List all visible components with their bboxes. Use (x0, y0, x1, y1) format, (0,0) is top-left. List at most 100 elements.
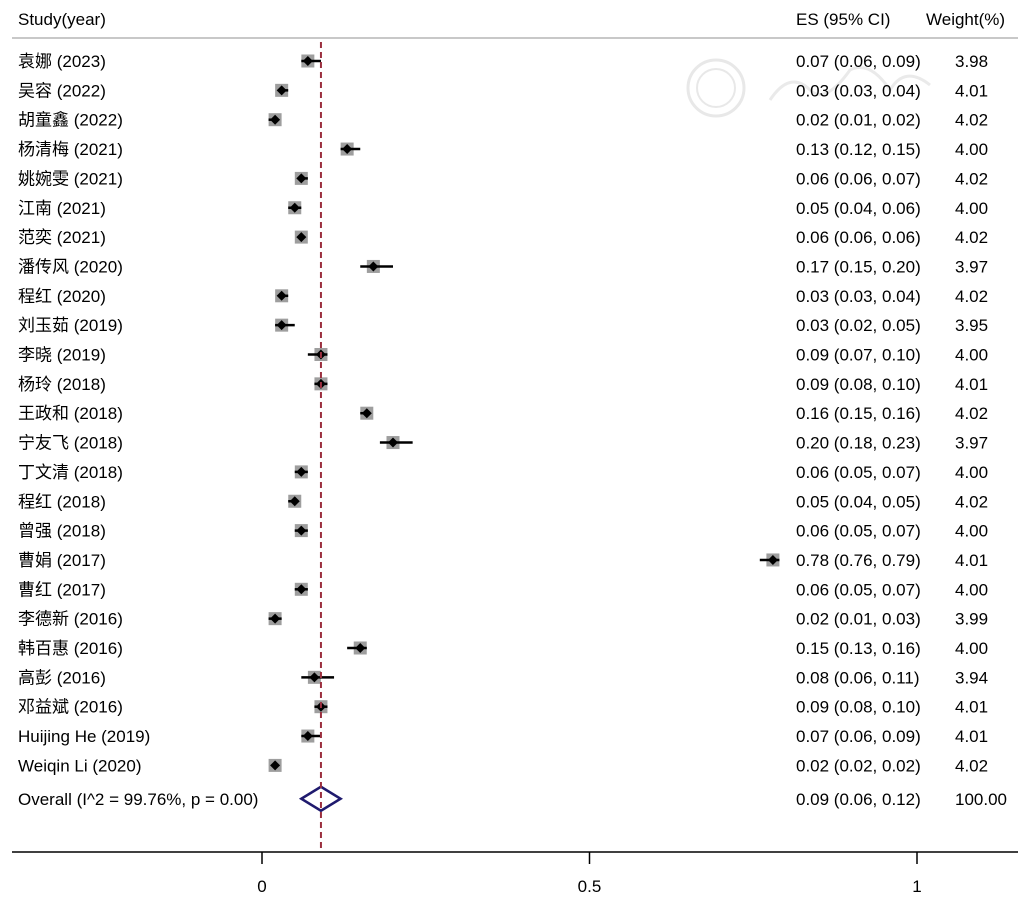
weight-value: 4.00 (955, 639, 988, 658)
study-row: Huijing He (2019) 0.07 (0.06, 0.09) 4.01 (18, 727, 988, 746)
weight-value: 4.01 (955, 81, 988, 100)
es-ci-value: 0.06 (0.05, 0.07) (796, 522, 921, 541)
es-ci-value: 0.06 (0.05, 0.07) (796, 463, 921, 482)
study-label: 李晓 (2019) (18, 346, 106, 365)
point-estimate-marker (296, 525, 307, 536)
point-estimate-marker (302, 56, 313, 66)
header-weight: Weight(%) (926, 10, 1005, 29)
overall-label: Overall (I^2 = 99.76%, p = 0.00) (18, 790, 258, 809)
study-label: 高彭 (2016) (18, 668, 106, 687)
study-label: 曹娟 (2017) (18, 551, 106, 570)
point-estimate-marker (276, 320, 287, 331)
es-ci-value: 0.78 (0.76, 0.79) (796, 551, 921, 570)
weight-value: 4.02 (955, 228, 988, 247)
study-row: 吴容 (2022) 0.03 (0.03, 0.04) 4.01 (18, 81, 988, 100)
study-row: 李晓 (2019) 0.09 (0.07, 0.10) 4.00 (18, 346, 988, 365)
study-row: 曹红 (2017) 0.06 (0.05, 0.07) 4.00 (18, 580, 988, 599)
study-label: 杨清梅 (2021) (18, 140, 123, 159)
study-label: 姚婉雯 (2021) (18, 169, 123, 188)
es-ci-value: 0.20 (0.18, 0.23) (796, 434, 921, 453)
es-ci-value: 0.02 (0.01, 0.02) (796, 111, 921, 130)
header-es: ES (95% CI) (796, 10, 890, 29)
study-label: 王政和 (2018) (18, 404, 123, 423)
point-estimate-marker (388, 437, 398, 448)
point-estimate-marker (270, 760, 281, 771)
overall-weight-value: 100.00 (955, 790, 1007, 809)
study-label: 胡童鑫 (2022) (18, 111, 123, 130)
study-label: 吴容 (2022) (18, 81, 106, 100)
weight-value: 3.99 (955, 610, 988, 629)
study-row: 曾强 (2018) 0.06 (0.05, 0.07) 4.00 (18, 522, 988, 541)
study-row: 曹娟 (2017) 0.78 (0.76, 0.79) 4.01 (18, 551, 988, 570)
study-row: 程红 (2020) 0.03 (0.03, 0.04) 4.02 (18, 287, 988, 306)
study-label: 江南 (2021) (18, 199, 106, 218)
weight-value: 4.01 (955, 551, 988, 570)
es-ci-value: 0.03 (0.03, 0.04) (796, 81, 921, 100)
es-ci-value: 0.15 (0.13, 0.16) (796, 639, 921, 658)
study-row: 杨清梅 (2021) 0.13 (0.12, 0.15) 4.00 (18, 140, 988, 159)
study-label: 范奕 (2021) (18, 228, 106, 247)
es-ci-value: 0.13 (0.12, 0.15) (796, 140, 921, 159)
study-label: 李德新 (2016) (18, 610, 123, 629)
study-label: 曹红 (2017) (18, 580, 106, 599)
study-row: 胡童鑫 (2022) 0.02 (0.01, 0.02) 4.02 (18, 111, 988, 130)
es-ci-value: 0.07 (0.06, 0.09) (796, 727, 921, 746)
study-label: 袁娜 (2023) (18, 52, 106, 71)
x-tick-label: 0.5 (578, 877, 602, 896)
study-label: 程红 (2020) (18, 287, 106, 306)
study-row: 刘玉茹 (2019) 0.03 (0.02, 0.05) 3.95 (18, 316, 988, 335)
study-row: 韩百惠 (2016) 0.15 (0.13, 0.16) 4.00 (18, 639, 988, 658)
point-estimate-marker (296, 173, 307, 184)
weight-value: 4.01 (955, 727, 988, 746)
es-ci-value: 0.09 (0.07, 0.10) (796, 346, 921, 365)
study-label: Huijing He (2019) (18, 727, 150, 746)
study-row: 杨玲 (2018) 0.09 (0.08, 0.10) 4.01 (18, 375, 988, 394)
study-label: 刘玉茹 (2019) (18, 316, 123, 335)
es-ci-value: 0.09 (0.08, 0.10) (796, 375, 921, 394)
header-study: Study(year) (18, 10, 106, 29)
es-ci-value: 0.02 (0.01, 0.03) (796, 610, 921, 629)
study-label: 潘传风 (2020) (18, 257, 123, 276)
weight-value: 3.94 (955, 668, 988, 687)
study-row: 王政和 (2018) 0.16 (0.15, 0.16) 4.02 (18, 404, 988, 423)
es-ci-value: 0.02 (0.02, 0.02) (796, 756, 921, 775)
weight-value: 4.02 (955, 756, 988, 775)
weight-value: 4.02 (955, 287, 988, 306)
point-estimate-marker (276, 85, 287, 96)
point-estimate-marker (296, 232, 307, 243)
weight-value: 4.00 (955, 199, 988, 218)
study-row: 范奕 (2021) 0.06 (0.06, 0.06) 4.02 (18, 228, 988, 247)
weight-value: 4.00 (955, 463, 988, 482)
study-row: 邓益斌 (2016) 0.09 (0.08, 0.10) 4.01 (18, 698, 988, 717)
weight-value: 3.95 (955, 316, 988, 335)
point-estimate-marker (368, 261, 379, 272)
weight-value: 4.01 (955, 698, 988, 717)
weight-value: 4.01 (955, 375, 988, 394)
point-estimate-marker (289, 202, 300, 213)
es-ci-value: 0.09 (0.08, 0.10) (796, 698, 921, 717)
es-ci-value: 0.05 (0.04, 0.05) (796, 492, 921, 511)
weight-value: 3.98 (955, 52, 988, 71)
study-row: Weiqin Li (2020) 0.02 (0.02, 0.02) 4.02 (18, 756, 988, 775)
study-row: 李德新 (2016) 0.02 (0.01, 0.03) 3.99 (18, 610, 988, 629)
x-ticks: 0 0.5 1 (257, 852, 922, 896)
study-label: 杨玲 (2018) (18, 375, 106, 394)
point-estimate-marker (296, 584, 307, 595)
point-estimate-marker (309, 672, 320, 683)
es-ci-value: 0.07 (0.06, 0.09) (796, 52, 921, 71)
study-label: 丁文清 (2018) (18, 463, 123, 482)
weight-value: 3.97 (955, 434, 988, 453)
point-estimate-marker (302, 731, 313, 742)
es-ci-value: 0.08 (0.06, 0.11) (796, 668, 920, 687)
point-estimate-marker (276, 290, 287, 301)
study-label: 邓益斌 (2016) (18, 698, 123, 717)
es-ci-value: 0.03 (0.03, 0.04) (796, 287, 921, 306)
es-ci-value: 0.06 (0.05, 0.07) (796, 580, 921, 599)
overall-row: Overall (I^2 = 99.76%, p = 0.00) 0.09 (0.… (18, 785, 1007, 813)
study-label: 宁友飞 (2018) (18, 434, 123, 453)
overall-diamond (298, 785, 343, 813)
point-estimate-marker (361, 408, 372, 419)
point-estimate-marker (270, 114, 281, 125)
weight-value: 4.00 (955, 140, 988, 159)
